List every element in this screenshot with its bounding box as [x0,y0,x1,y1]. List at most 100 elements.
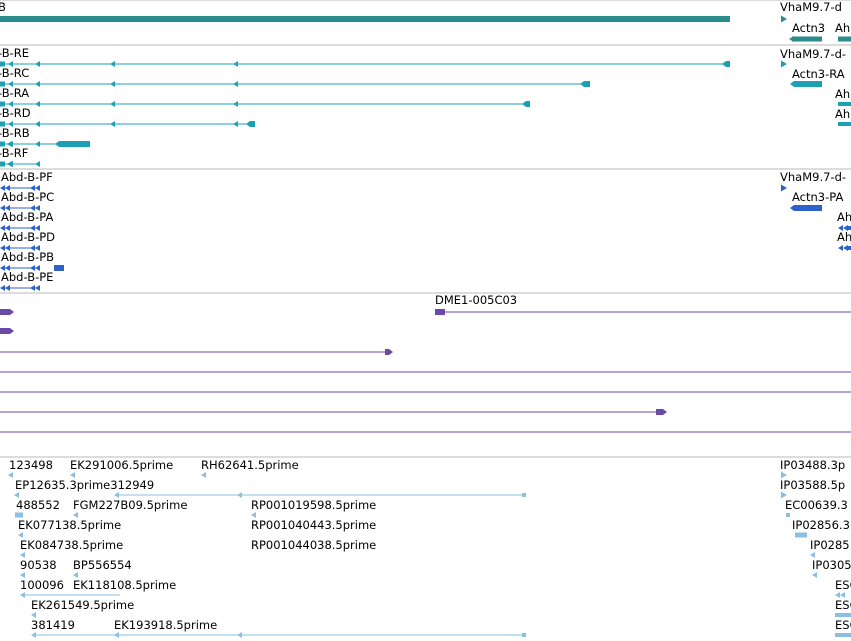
exon-block[interactable] [55,141,90,147]
gene-model-bar[interactable] [0,16,730,22]
exon-block[interactable] [790,81,822,87]
feature-label[interactable]: Ah [835,87,851,101]
feature-label[interactable]: Ah [835,107,851,121]
feature-label[interactable]: ESC [835,578,851,592]
strand-arrow-icon [781,60,787,68]
feature-label[interactable]: BP556554 [73,558,132,572]
strand-arrow-icon [31,632,36,638]
exon-block[interactable] [838,36,851,42]
feature-label[interactable]: 90538 [20,558,57,572]
feature-label[interactable]: Actn3-PA [792,190,844,204]
feature-label[interactable]: Abd-B-PD [1,230,56,244]
feature-label[interactable]: -B-RE [0,46,30,60]
feature-label[interactable]: VhaM9.7-d [780,0,842,14]
feature-label[interactable]: -B-RF [0,146,29,160]
feature-label[interactable]: ESC [835,618,851,632]
exon-block[interactable] [656,409,667,415]
feature-label[interactable]: Ah [837,230,851,244]
feature-label[interactable]: IP03588.5p [780,478,846,492]
feature-label[interactable]: EK291006.5prime [70,458,174,472]
strand-arrow-icon [8,101,13,107]
strand-arrow-icon [781,491,787,499]
feature-label[interactable]: Abd-B-PF [1,170,53,184]
exon-block[interactable] [722,61,730,67]
exon-block[interactable] [580,81,590,87]
exon-block[interactable] [835,633,851,637]
feature-label[interactable]: 123498 [9,458,53,472]
exon-block[interactable] [846,246,851,250]
exon-block[interactable] [786,513,790,517]
feature-label[interactable]: -B-RD [0,106,31,120]
feature-label[interactable]: -B-RC [0,66,30,80]
feature-label[interactable]: Abd-B-PE [1,270,54,284]
feature-label[interactable]: RP001044038.5prime [251,538,377,552]
feature-label[interactable]: -B-RA [0,86,30,100]
feature-label[interactable]: RP001019598.5prime [251,498,377,512]
strand-arrow-icon [35,141,40,147]
feature-label[interactable]: IP0285 [810,538,850,552]
exon-block[interactable] [790,205,822,211]
exon-block[interactable] [0,309,14,315]
feature-label[interactable]: VhaM9.7-d- [780,170,847,184]
feature-label[interactable]: RP001040443.5prime [251,518,377,532]
feature-label[interactable]: B [0,0,6,14]
feature-label[interactable]: Ah [835,21,851,35]
feature-label[interactable]: 381419 [31,618,75,632]
feature-label[interactable]: -B-RB [0,126,30,140]
feature-label[interactable]: EK118108.5prime [73,578,177,592]
feature-label[interactable]: Abd-B-PB [1,250,55,264]
exon-block[interactable] [838,122,851,126]
feature-label[interactable]: IP03488.3p [780,458,846,472]
feature-label[interactable]: EK193918.5prime [114,618,218,632]
exon-block[interactable] [522,101,530,107]
feature-label[interactable]: FGM227B09.5prime [73,498,188,512]
feature-label[interactable]: IP02856.3 [792,518,850,532]
exon-block[interactable] [0,81,5,87]
feature-label[interactable]: ESC [835,598,851,612]
strand-arrow-icon [0,285,5,291]
exon-block[interactable] [246,121,255,127]
strand-arrow-icon [110,101,115,107]
feature-label[interactable]: 488552 [16,498,60,512]
feature-label[interactable]: Actn3-RA [792,67,845,81]
strand-arrow-icon [35,285,40,291]
exon-block[interactable] [792,36,822,42]
feature-label[interactable]: EK084738.5prime [20,538,124,552]
feature-label[interactable]: Abd-B-PC [1,190,55,204]
exon-block[interactable] [385,349,393,355]
strand-arrow-icon [789,36,794,42]
exon-block[interactable] [0,141,5,147]
exon-block[interactable] [0,61,5,67]
feature-label[interactable]: RH62641.5prime [201,458,299,472]
exon-block[interactable] [0,328,14,334]
exon-block[interactable] [795,532,807,538]
feature-label[interactable]: 100096 [20,578,64,592]
strand-arrow-icon [237,632,242,638]
feature-label[interactable]: IP0305 [812,558,851,572]
exon-block[interactable] [0,121,5,127]
feature-label[interactable]: EP12635.3prime312949 [15,478,155,492]
feature-label[interactable]: Abd-B-PA [1,210,54,224]
exon-block[interactable] [54,265,64,271]
exon-block[interactable] [522,633,526,637]
strand-arrow-icon [781,15,787,23]
feature-label[interactable]: Actn3 [792,21,826,35]
exon-block[interactable] [522,493,526,497]
strand-arrow-icon [5,185,10,191]
exon-block[interactable] [0,101,5,107]
strand-arrow-icon [30,245,35,251]
exon-block[interactable] [846,226,851,230]
exon-block[interactable] [0,161,5,167]
exon-block[interactable] [15,512,23,518]
exon-block[interactable] [835,613,851,617]
feature-label[interactable]: EC00639.3 [785,498,848,512]
feature-label[interactable]: EK077138.5prime [18,518,122,532]
exon-block[interactable] [838,102,851,106]
feature-label[interactable]: EK261549.5prime [31,598,135,612]
exon-block[interactable] [435,309,445,315]
strand-arrow-icon [35,161,40,167]
feature-label[interactable]: VhaM9.7-d- [780,47,847,61]
feature-label[interactable]: Ah [837,210,851,224]
feature-label[interactable]: DME1-005C03 [435,293,518,307]
